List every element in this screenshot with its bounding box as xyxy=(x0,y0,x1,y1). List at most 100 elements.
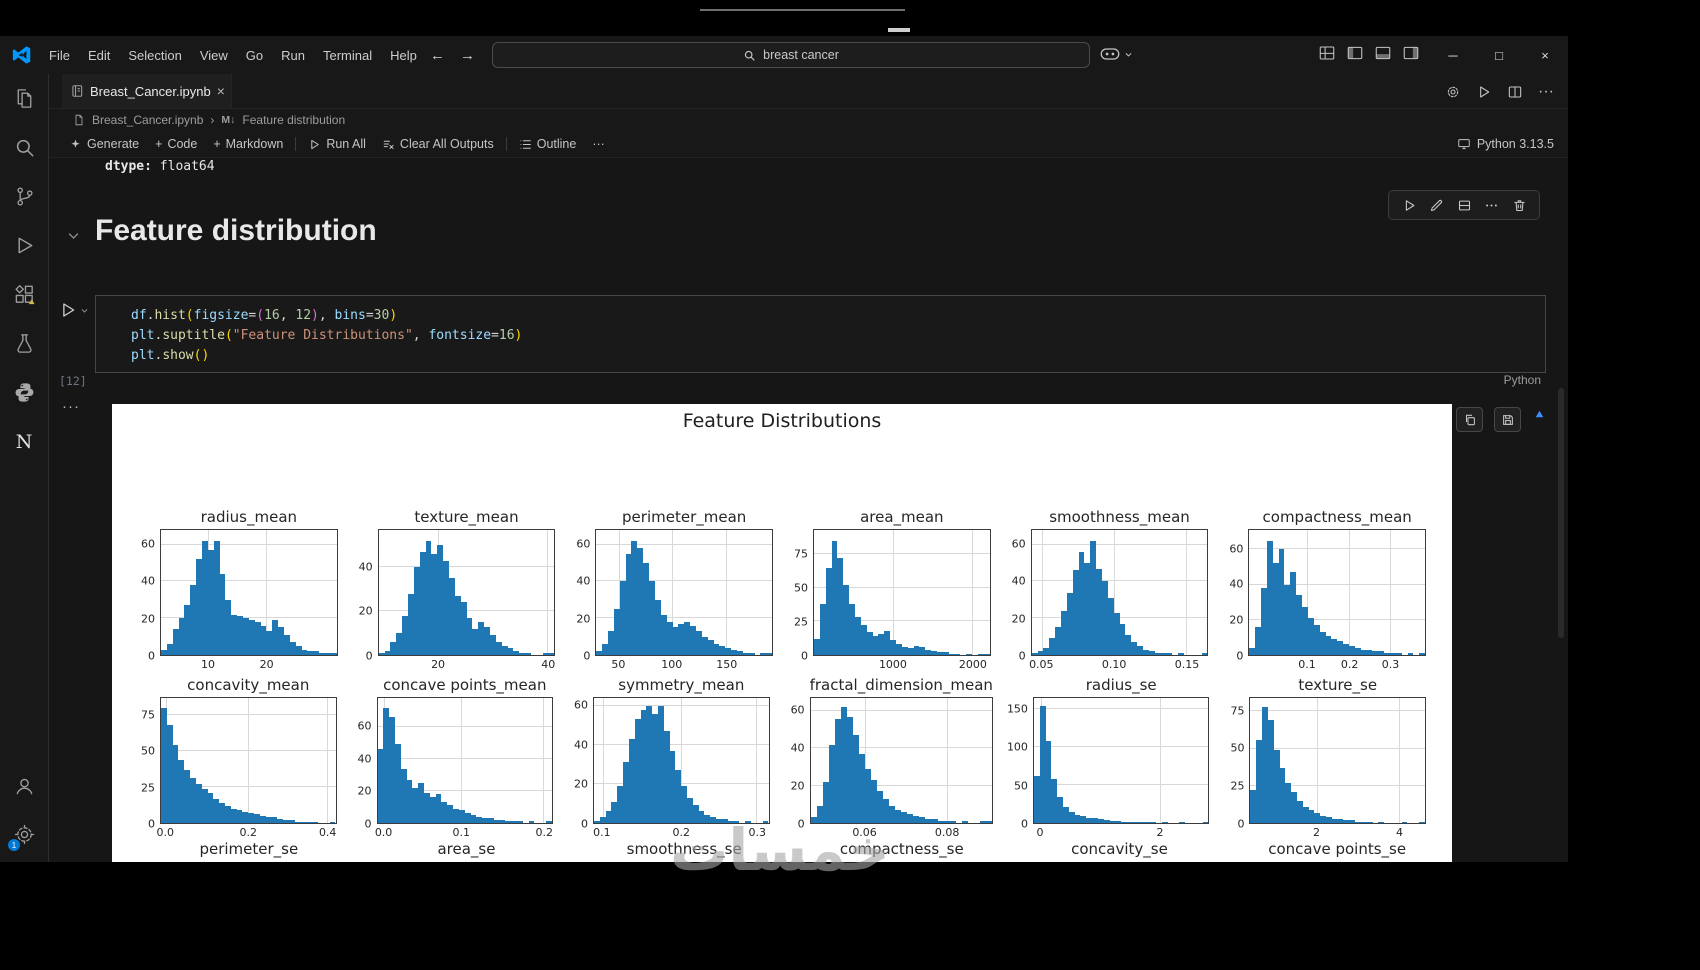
histogram-bar xyxy=(1314,812,1321,823)
code-line: plt.show() xyxy=(131,348,210,363)
menu-view[interactable]: View xyxy=(199,47,228,63)
menu-edit[interactable]: Edit xyxy=(87,47,111,63)
cell-delete-trash-icon[interactable] xyxy=(1512,198,1527,213)
video-artifact-dash xyxy=(888,28,910,32)
tab-breast-cancer-ipynb[interactable]: Breast_Cancer.ipynb × xyxy=(62,74,232,108)
plot-box xyxy=(1030,529,1209,656)
cell-language-label[interactable]: Python xyxy=(1503,373,1541,387)
menu-file[interactable]: File xyxy=(49,47,70,63)
save-output-button[interactable] xyxy=(1494,407,1521,432)
split-editor-icon[interactable] xyxy=(1507,84,1523,100)
histogram-bar xyxy=(1348,646,1355,655)
plus-icon: + xyxy=(155,137,163,151)
gridline-horizontal xyxy=(810,784,992,786)
menu-run[interactable]: Run xyxy=(281,47,305,63)
menu-go[interactable]: Go xyxy=(245,47,264,63)
sidebar-item-extensions[interactable] xyxy=(0,270,48,319)
histogram-bar xyxy=(640,709,647,823)
histogram-bar xyxy=(858,753,865,823)
breadcrumb-file[interactable]: Breast_Cancer.ipynb xyxy=(92,113,204,127)
account-icon xyxy=(13,774,36,797)
histogram-subplot: perimeter_mean 0 20 40 60 50 100 150 xyxy=(561,508,773,672)
histogram-bar xyxy=(517,821,523,823)
breadcrumb-section[interactable]: Feature distribution xyxy=(242,113,346,127)
histogram-bar xyxy=(666,621,673,655)
sidebar-item-python[interactable] xyxy=(0,368,48,417)
y-axis: 0 50 100 150 xyxy=(999,697,1033,829)
menu-terminal[interactable]: Terminal xyxy=(323,47,373,63)
cell-more-icon[interactable] xyxy=(1484,198,1499,213)
command-center-search[interactable]: breast cancer xyxy=(492,42,1090,68)
histogram-bar xyxy=(608,631,614,655)
clear-all-outputs-button[interactable]: Clear All Outputs xyxy=(374,137,502,151)
run-editor-icon[interactable] xyxy=(1476,84,1492,100)
histogram-grid-row-2: concavity_mean 0 25 50 75 0.0 0.2 0.4 concave po… xyxy=(112,676,1452,840)
run-cell-button[interactable] xyxy=(59,301,89,319)
customize-layout-icon[interactable] xyxy=(1318,44,1336,62)
heading-fold-chevron-icon[interactable] xyxy=(66,228,81,243)
editor-scrollbar[interactable] xyxy=(1555,158,1567,862)
menu-help[interactable]: Help xyxy=(390,47,417,63)
histogram-bar xyxy=(184,769,191,823)
histogram-bar xyxy=(1119,623,1126,655)
cell-run-icon[interactable] xyxy=(1402,198,1417,213)
x-axis: 0.06 0.08 xyxy=(810,824,993,840)
histogram-bar xyxy=(925,819,932,823)
cell-split-icon[interactable] xyxy=(1457,198,1472,213)
toggle-secondary-sidebar-icon[interactable] xyxy=(1402,44,1420,62)
copy-output-button[interactable] xyxy=(1456,407,1483,432)
minimize-button[interactable]: ─ xyxy=(1448,47,1458,63)
y-tick-label: 0 xyxy=(365,649,373,663)
settings-button[interactable]: 1 xyxy=(0,810,48,859)
run-all-button[interactable]: Run All xyxy=(300,137,374,151)
histogram-bars xyxy=(594,698,769,823)
menu-selection[interactable]: Selection xyxy=(128,47,182,63)
toggle-panel-icon[interactable] xyxy=(1374,44,1392,62)
toolbar-more-button[interactable]: ··· xyxy=(592,137,605,151)
sidebar-item-n-extension[interactable]: N xyxy=(0,417,48,466)
add-markdown-button[interactable]: + Markdown xyxy=(205,137,291,151)
histogram-bar xyxy=(852,735,859,823)
toggle-sidebar-icon[interactable] xyxy=(1346,44,1364,62)
kernel-picker[interactable]: Python 3.13.5 xyxy=(1457,137,1554,151)
histogram-bar xyxy=(441,802,448,823)
outline-button[interactable]: Outline xyxy=(511,137,585,151)
histogram-bar xyxy=(1144,822,1151,823)
histogram-bar xyxy=(736,651,743,655)
histogram-bar xyxy=(406,779,413,823)
gridline-vertical xyxy=(266,530,268,655)
histogram-bar xyxy=(1331,818,1338,823)
generate-button[interactable]: Generate xyxy=(61,137,147,151)
histogram-bar xyxy=(828,744,835,823)
sidebar-item-testing[interactable] xyxy=(0,319,48,368)
maximize-button[interactable]: □ xyxy=(1495,47,1503,63)
more-actions-icon[interactable]: ··· xyxy=(1538,82,1554,100)
code-cell[interactable]: df.hist(figsize=(16, 12), bins=30) plt.su… xyxy=(95,295,1546,373)
y-tick-label: 25 xyxy=(141,781,155,795)
output-more-button[interactable]: ··· xyxy=(62,398,80,415)
histogram-bar xyxy=(478,622,485,655)
cell-edit-pencil-icon[interactable] xyxy=(1429,198,1444,213)
gridline-horizontal xyxy=(1033,708,1209,710)
tab-close-icon[interactable]: × xyxy=(216,83,225,99)
accounts-button[interactable] xyxy=(0,761,48,810)
y-axis: 0 25 50 75 xyxy=(779,529,813,661)
histogram-bar xyxy=(528,821,535,823)
sidebar-item-run-debug[interactable] xyxy=(0,221,48,270)
back-arrow-icon[interactable]: ← xyxy=(430,46,445,64)
notebook-settings-gear-icon[interactable] xyxy=(1445,84,1461,100)
histogram-bar xyxy=(1302,607,1308,655)
close-button[interactable]: × xyxy=(1541,47,1549,63)
add-code-label: Code xyxy=(167,137,198,151)
tab-bar: Breast_Cancer.ipynb × ··· xyxy=(49,74,1568,109)
sidebar-item-source-control[interactable] xyxy=(0,172,48,221)
histogram-bar xyxy=(254,814,260,823)
copilot-button[interactable] xyxy=(1100,47,1133,61)
sidebar-item-search[interactable] xyxy=(0,123,48,172)
histogram-bar xyxy=(1378,821,1385,823)
forward-arrow-icon[interactable]: → xyxy=(460,46,475,64)
scroll-indicator-icon[interactable] xyxy=(1533,408,1546,421)
sidebar-item-explorer[interactable] xyxy=(0,74,48,123)
add-code-button[interactable]: + Code xyxy=(147,137,205,151)
scrollbar-thumb[interactable] xyxy=(1558,388,1564,638)
